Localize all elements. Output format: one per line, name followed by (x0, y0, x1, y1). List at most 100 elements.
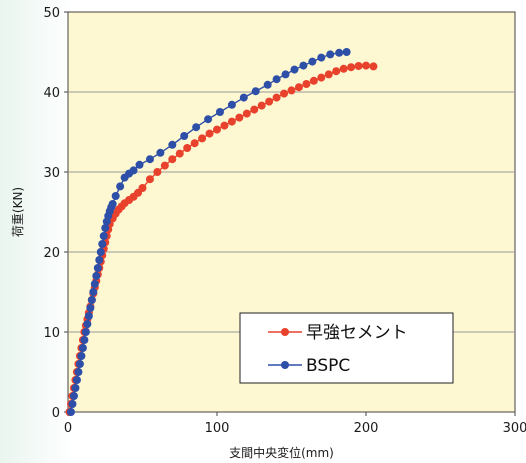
data-point (66, 408, 75, 416)
data-point (87, 296, 96, 304)
data-point (98, 240, 107, 248)
y-tick-label: 50 (43, 6, 60, 21)
x-axis-label: 支間中央変位(mm) (229, 445, 334, 460)
data-point (89, 288, 98, 296)
data-point (175, 149, 184, 158)
legend-marker (281, 361, 289, 369)
data-point (302, 80, 311, 88)
data-point (168, 155, 177, 164)
data-point (342, 48, 351, 56)
data-point (92, 272, 101, 280)
data-point (156, 148, 165, 157)
data-point (220, 121, 229, 130)
data-point (309, 76, 318, 85)
data-point (215, 108, 224, 116)
data-point (198, 134, 207, 143)
data-point (74, 368, 83, 376)
data-point (138, 184, 147, 192)
data-point (160, 161, 169, 170)
data-point (294, 83, 303, 92)
data-point (96, 248, 105, 256)
y-tick-label: 40 (43, 86, 60, 101)
data-point (68, 400, 77, 408)
data-point (299, 61, 308, 70)
data-point (108, 200, 117, 208)
data-point (251, 87, 260, 96)
data-point (239, 93, 248, 102)
data-point (265, 97, 274, 106)
data-point (235, 113, 244, 122)
y-axis-ticks: 0 10 20 30 40 50 (43, 6, 68, 421)
data-point (250, 105, 259, 114)
data-point (280, 89, 289, 98)
data-point (335, 48, 344, 57)
data-point (213, 125, 221, 134)
data-point (339, 64, 348, 73)
data-point (129, 166, 138, 175)
data-point (308, 57, 317, 66)
data-point (332, 67, 341, 76)
legend-label: BSPC (306, 356, 350, 376)
data-point (354, 62, 363, 70)
data-point (183, 144, 192, 152)
x-tick-label: 200 (354, 421, 379, 436)
y-tick-label: 20 (43, 246, 60, 261)
data-point (192, 123, 201, 132)
data-point (281, 70, 290, 79)
data-point (227, 117, 236, 126)
data-point (204, 115, 213, 124)
data-point (145, 155, 154, 164)
y-tick-label: 10 (43, 326, 60, 341)
data-point (99, 232, 108, 240)
legend-box (239, 312, 454, 384)
series-group (65, 48, 378, 416)
data-point (324, 70, 333, 79)
legend-label: 早強セメント (306, 323, 408, 343)
data-point (180, 132, 189, 140)
y-tick-label: 0 (52, 406, 60, 421)
data-point (242, 109, 251, 118)
legend: 早強セメント BSPC (239, 312, 454, 384)
data-point (135, 160, 144, 169)
data-point (80, 336, 89, 344)
data-point (263, 80, 272, 89)
data-point (153, 168, 162, 176)
x-tick-label: 300 (503, 421, 526, 436)
data-point (317, 53, 326, 62)
data-point (75, 360, 84, 368)
data-point (84, 312, 93, 320)
x-tick-label: 100 (205, 421, 230, 436)
data-point (72, 376, 81, 384)
data-point (272, 75, 281, 84)
data-point (227, 100, 236, 109)
legend-marker (281, 328, 289, 336)
data-point (272, 93, 281, 102)
data-point (83, 320, 92, 328)
series-2 (66, 48, 351, 416)
data-point (77, 352, 86, 360)
data-point (69, 392, 78, 400)
data-point (78, 344, 87, 352)
y-axis-label: 荷重(KN) (11, 187, 25, 237)
data-point (145, 175, 154, 184)
data-point (95, 256, 104, 264)
data-point (116, 182, 125, 191)
data-point (90, 280, 99, 288)
data-point (257, 101, 266, 110)
data-point (317, 73, 326, 82)
data-point (205, 129, 214, 138)
data-point (369, 62, 378, 71)
data-point (290, 65, 299, 74)
data-point (86, 304, 95, 312)
data-point (101, 224, 110, 232)
data-point (287, 86, 296, 95)
y-tick-label: 30 (43, 166, 60, 181)
data-point (111, 192, 120, 200)
data-point (190, 139, 199, 148)
x-tick-label: 0 (64, 421, 72, 436)
x-axis-ticks: 0 100 200 300 (64, 412, 526, 436)
data-point (362, 61, 370, 70)
data-point (81, 328, 90, 336)
data-point (326, 50, 335, 59)
